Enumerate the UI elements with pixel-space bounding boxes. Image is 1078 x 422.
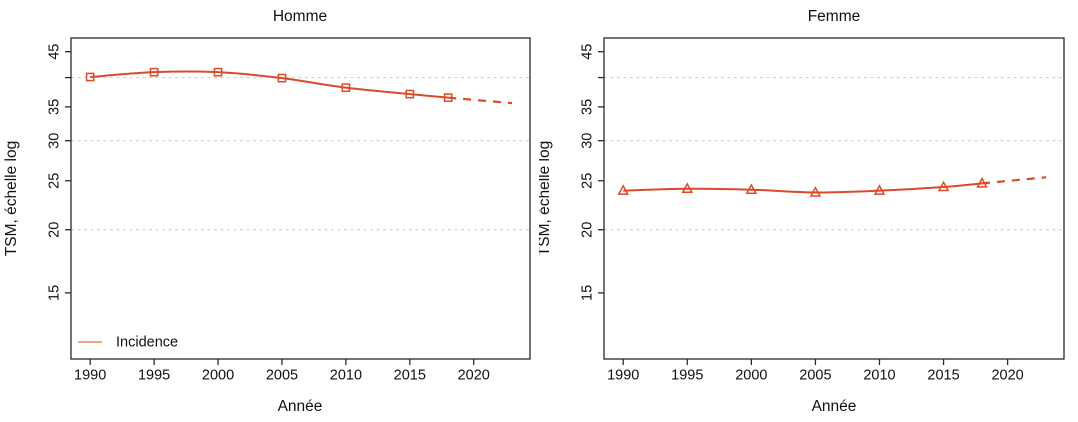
triangle-marker [937,180,950,192]
y-axis-label-femme: TSM, échelle log [539,141,553,256]
triangle-marker [873,184,886,195]
x-tick-label: 2020 [991,368,1023,384]
chart-panel-homme: 1990 1995 2000 2005 2010 2015 2020 15 20 25 30 35 45… [3,8,531,415]
y-tick-label: 25 [47,173,63,189]
x-tick-label: 2010 [330,368,362,384]
x-tick-label: 2015 [394,368,426,384]
triangle-marker [745,183,758,194]
square-marker [85,72,95,82]
x-axis-label-femme: Année [812,398,857,415]
homme-plot-contents: 1990 1995 2000 2005 2010 2015 2020 15 20 25 30 35 45 [47,37,531,384]
y-tick-label: 30 [580,133,596,149]
x-tick-label: 2000 [735,368,767,384]
plot-frame [70,37,531,360]
incidence-line [90,70,449,99]
square-marker [213,67,223,77]
y-axis-label-homme: TSM, échelle log [3,141,20,256]
legend: Incidence [78,335,178,351]
panel-title-homme: Homme [273,8,327,25]
y-tick-label: 20 [580,222,596,238]
y-tick-label: 30 [47,133,63,149]
femme-plot: 1990 1995 2000 2005 2010 2015 2020 15 20 25 30 35 45… [539,8,1065,415]
x-tick-label: 1990 [607,368,639,384]
square-marker [341,83,351,93]
panel-title-femme: Femme [808,8,861,25]
x-axis-label-homme: Année [278,398,323,415]
y-tick-label: 35 [580,99,596,115]
triangle-marker [809,186,822,197]
legend-label: Incidence [116,335,178,351]
y-tick-label: 15 [580,285,596,301]
square-marker [405,89,415,99]
square-marker [443,93,453,103]
x-tick-label: 1990 [74,368,106,384]
x-tick-label: 2005 [799,368,831,384]
triangle-marker [681,182,694,194]
projection-line [448,96,513,105]
x-tick-label: 2005 [266,368,298,384]
y-tick-label: 35 [47,99,63,115]
plot-frame [603,37,1065,360]
femme-plot-contents: 1990 1995 2000 2005 2010 2015 2020 15 20 25 30 35 45 [580,37,1065,384]
x-tick-label: 2000 [202,368,234,384]
triangle-marker [617,184,629,195]
x-tick-label: 1995 [671,368,703,384]
x-tick-label: 2010 [863,368,895,384]
incidence-line [623,182,983,194]
x-tick-label: 1995 [138,368,170,384]
triangle-marker [976,177,988,188]
square-marker [277,73,287,83]
projection-line [981,176,1047,185]
chart-panel-femme: 1990 1995 2000 2005 2010 2015 2020 15 20 25 30 35 45… [539,0,1078,422]
homme-plot: 1990 1995 2000 2005 2010 2015 2020 15 20 25 30 35 45… [3,8,531,415]
y-tick-label: 45 [580,44,596,60]
x-tick-label: 2020 [458,368,490,384]
x-tick-label: 2015 [927,368,959,384]
y-tick-label: 25 [580,173,596,189]
y-tick-label: 15 [47,285,63,301]
y-tick-label: 20 [47,222,63,238]
y-tick-label: 45 [47,44,63,60]
square-marker [149,67,159,77]
